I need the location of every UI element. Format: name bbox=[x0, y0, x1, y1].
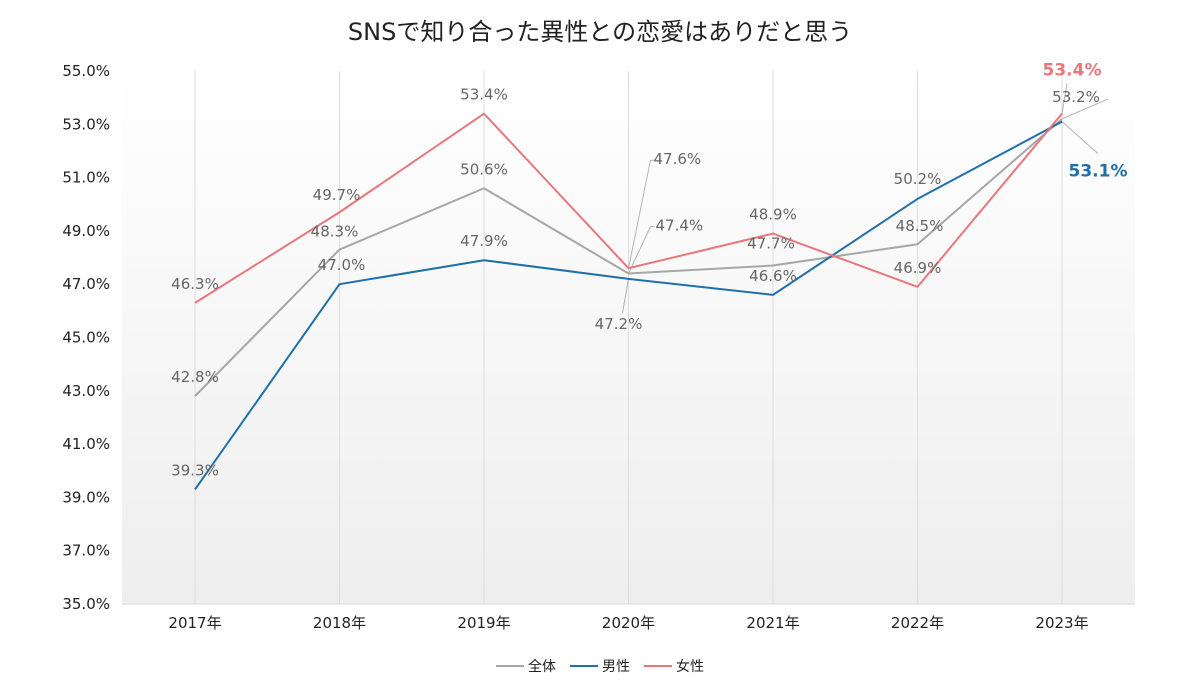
legend-label-male: 男性 bbox=[602, 659, 630, 675]
legend-item-male: 男性 bbox=[570, 656, 630, 676]
series-line-male bbox=[194, 120, 1063, 490]
legend-item-all: 全体 bbox=[496, 656, 556, 676]
data-label-female: 53.4% bbox=[460, 86, 508, 104]
data-labels: 42.8% 48.3% 50.6% 47.4% 47.7% 48.5% 53.2% 39.3%… bbox=[171, 61, 1127, 480]
data-label-all: 47.4% bbox=[656, 217, 704, 235]
leader-lines bbox=[622, 83, 1109, 313]
leader-line bbox=[1061, 121, 1099, 155]
data-label-all: 42.8% bbox=[171, 368, 219, 386]
legend-label-all: 全体 bbox=[528, 659, 556, 675]
y-tick-label: 39.0% bbox=[62, 488, 110, 506]
y-tick-label: 49.0% bbox=[62, 222, 110, 240]
leader-line bbox=[622, 278, 629, 313]
data-label-all: 53.2% bbox=[1052, 88, 1100, 106]
data-label-female: 48.9% bbox=[749, 206, 797, 224]
y-tick-label: 45.0% bbox=[62, 329, 110, 347]
leader-line bbox=[628, 159, 655, 269]
axes: 35.0% 37.0% 39.0% 41.0% 43.0% 45.0% 47.0% 49.0%… bbox=[62, 62, 1135, 632]
x-tick-label: 2020年 bbox=[602, 614, 655, 632]
data-label-male: 47.9% bbox=[460, 232, 508, 250]
legend-item-female: 女性 bbox=[644, 656, 704, 676]
data-label-all: 48.5% bbox=[896, 217, 944, 235]
data-label-male: 47.2% bbox=[595, 315, 643, 333]
x-tick-label: 2018年 bbox=[313, 614, 366, 632]
data-label-all: 50.6% bbox=[460, 160, 508, 178]
data-label-male: 50.2% bbox=[894, 170, 942, 188]
legend-swatch-all bbox=[496, 665, 524, 667]
series-line-all bbox=[194, 118, 1063, 397]
leader-line bbox=[1061, 98, 1109, 120]
chart-title: SNSで知り合った異性との恋愛はありだと思う bbox=[347, 18, 853, 46]
series-line-female bbox=[194, 112, 1063, 304]
leader-line bbox=[1061, 83, 1068, 114]
x-tick-label: 2023年 bbox=[1035, 614, 1088, 632]
legend: 全体 男性 女性 bbox=[0, 656, 1200, 676]
y-tick-label: 43.0% bbox=[62, 382, 110, 400]
y-tick-label: 37.0% bbox=[62, 542, 110, 560]
y-tick-label: 47.0% bbox=[62, 275, 110, 293]
x-tick-label: 2021年 bbox=[746, 614, 799, 632]
data-label-female: 47.6% bbox=[654, 150, 702, 168]
legend-label-female: 女性 bbox=[676, 659, 704, 675]
data-label-male: 53.1% bbox=[1069, 162, 1128, 182]
y-tick-label: 41.0% bbox=[62, 435, 110, 453]
grid-lines bbox=[194, 71, 1063, 604]
data-label-male: 39.3% bbox=[171, 461, 219, 479]
data-label-female: 46.3% bbox=[171, 275, 219, 293]
data-label-female: 46.9% bbox=[894, 259, 942, 277]
leader-line bbox=[628, 226, 655, 274]
y-tick-label: 51.0% bbox=[62, 169, 110, 187]
data-label-female: 49.7% bbox=[313, 186, 361, 204]
series-lines bbox=[194, 112, 1063, 490]
legend-swatch-male bbox=[570, 665, 598, 667]
data-label-male: 47.0% bbox=[318, 256, 366, 274]
line-chart: 35.0% 37.0% 39.0% 41.0% 43.0% 45.0% 47.0% 49.0%… bbox=[62, 61, 1135, 632]
x-tick-label: 2017年 bbox=[168, 614, 221, 632]
y-tick-label: 53.0% bbox=[62, 115, 110, 133]
x-tick-label: 2022年 bbox=[891, 614, 944, 632]
legend-swatch-female bbox=[644, 665, 672, 667]
data-label-all: 48.3% bbox=[311, 223, 359, 241]
data-label-female: 53.4% bbox=[1043, 61, 1102, 81]
y-tick-label: 55.0% bbox=[62, 62, 110, 80]
y-tick-label: 35.0% bbox=[62, 595, 110, 613]
data-label-all: 47.7% bbox=[747, 235, 795, 253]
data-label-male: 46.6% bbox=[749, 267, 797, 285]
x-tick-label: 2019年 bbox=[457, 614, 510, 632]
